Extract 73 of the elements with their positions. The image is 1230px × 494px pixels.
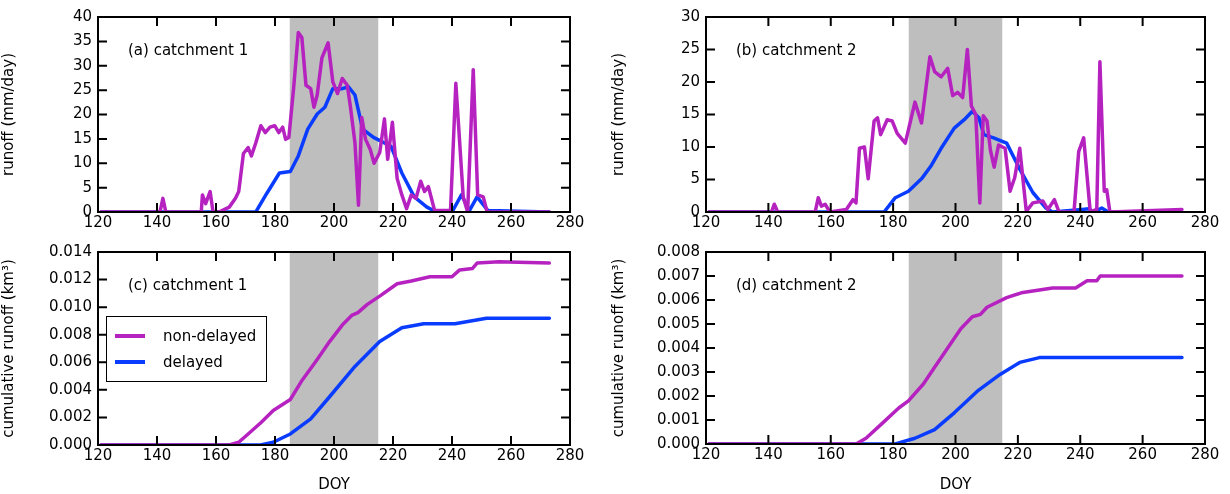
x-axis-title: DOY — [939, 474, 973, 493]
y-axis-title: runoff (mm/day) — [0, 52, 17, 177]
x-tick-label: 140 — [754, 212, 783, 231]
x-axis-title: DOY — [318, 474, 351, 493]
x-tick-label: 180 — [260, 445, 290, 464]
x-tick-label: 180 — [878, 444, 908, 463]
x-tick-label: 260 — [496, 445, 526, 464]
x-tick-label: 160 — [816, 212, 846, 231]
x-tick-label: 200 — [941, 444, 970, 463]
y-tick-label: 0.005 — [657, 313, 700, 332]
x-tick-label: 220 — [1003, 444, 1033, 463]
y-tick-label: 0.008 — [49, 324, 92, 343]
x-tick-label: 260 — [496, 212, 526, 231]
y-tick-label: 35 — [72, 31, 92, 50]
x-tick-label: 220 — [1003, 212, 1033, 231]
annotation: (b) catchment 2 — [736, 40, 857, 59]
y-tick-label: 5 — [690, 169, 700, 188]
x-tick-label: 160 — [201, 212, 231, 231]
y-tick-label: 25 — [680, 39, 700, 58]
x-tick-label: 160 — [201, 445, 231, 464]
y-axis-title: cumulative runoff (km³) — [608, 258, 627, 438]
annotation: (a) catchment 1 — [128, 40, 249, 59]
y-tick-label: 10 — [680, 136, 700, 155]
x-tick-label: 260 — [1128, 212, 1157, 231]
y-tick-label: 40 — [72, 6, 92, 25]
x-tick-label: 140 — [142, 212, 172, 231]
x-tick-label: 240 — [1065, 212, 1095, 231]
y-tick-label: 5 — [82, 177, 92, 196]
x-tick-label: 280 — [1190, 212, 1220, 231]
x-tick-label: 240 — [437, 212, 467, 231]
legend-label: delayed — [163, 352, 223, 371]
x-tick-label: 240 — [437, 445, 467, 464]
y-tick-label: 0.001 — [657, 409, 700, 428]
y-tick-label: 0.003 — [657, 361, 700, 380]
y-tick-label: 30 — [680, 6, 700, 25]
y-tick-label: 0.004 — [49, 379, 92, 398]
x-tick-label: 140 — [142, 445, 172, 464]
x-tick-label: 280 — [1190, 444, 1220, 463]
y-tick-label: 0.002 — [49, 407, 92, 426]
x-tick-label: 140 — [754, 444, 783, 463]
y-tick-label: 25 — [72, 80, 92, 99]
x-tick-label: 180 — [260, 212, 290, 231]
x-tick-label: 160 — [816, 444, 846, 463]
x-tick-label: 280 — [555, 445, 585, 464]
x-tick-label: 180 — [878, 212, 908, 231]
y-tick-label: 15 — [72, 128, 92, 147]
y-tick-label: 0.008 — [657, 241, 700, 260]
x-tick-label: 220 — [378, 445, 408, 464]
y-tick-label: 0.002 — [657, 385, 700, 404]
y-tick-label: 10 — [72, 153, 92, 172]
x-tick-label: 220 — [378, 212, 408, 231]
y-tick-label: 30 — [72, 55, 92, 74]
y-tick-label: 0.010 — [49, 297, 92, 316]
y-tick-label: 0.007 — [657, 265, 700, 284]
x-tick-label: 260 — [1128, 444, 1157, 463]
y-tick-label: 0.004 — [657, 337, 700, 356]
y-axis-title: cumulative runoff (km³) — [0, 259, 17, 438]
x-tick-label: 280 — [555, 212, 585, 231]
x-tick-label: 200 — [941, 212, 970, 231]
y-tick-label: 20 — [72, 104, 92, 123]
x-tick-label: 240 — [1065, 444, 1095, 463]
x-tick-label: 200 — [319, 445, 349, 464]
y-axis-title: runoff (mm/day) — [608, 52, 627, 177]
annotation: (d) catchment 2 — [736, 275, 857, 294]
y-tick-label: 0.014 — [49, 241, 92, 260]
y-tick-label: 20 — [680, 71, 700, 90]
y-tick-label: 0.006 — [657, 289, 700, 308]
annotation: (c) catchment 1 — [128, 275, 248, 294]
legend-label: non-delayed — [163, 326, 257, 345]
x-tick-label: 200 — [319, 212, 349, 231]
y-tick-label: 0.012 — [49, 269, 92, 288]
y-tick-label: 15 — [680, 104, 700, 123]
y-tick-label: 0.006 — [49, 352, 92, 371]
